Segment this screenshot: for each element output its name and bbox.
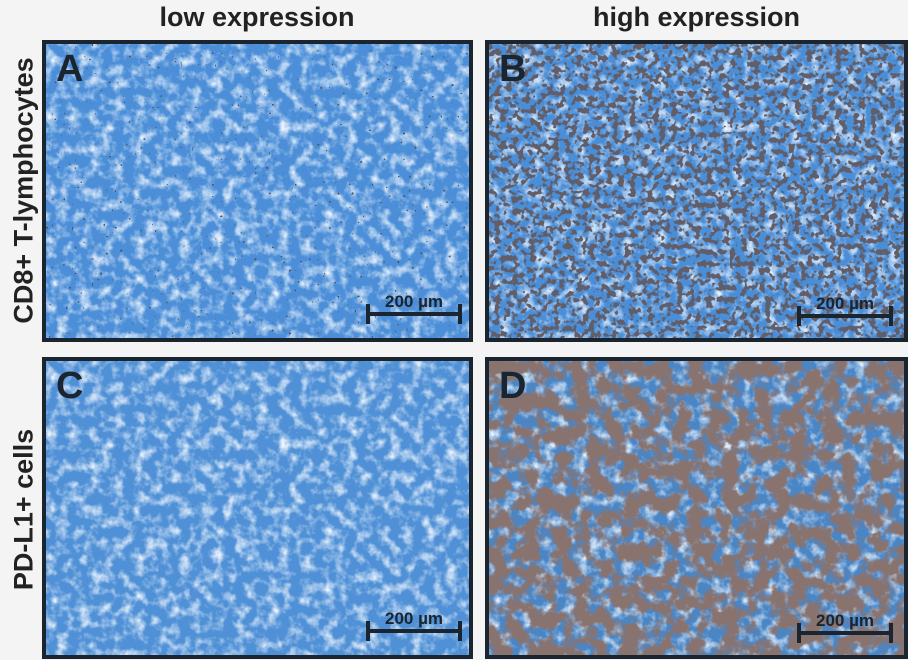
panel-letter: B (499, 48, 526, 91)
column-header: high expression (485, 2, 908, 33)
row-label: CD8+ T-lymphocytes (9, 41, 40, 341)
micrograph: D 200 µm (485, 357, 908, 659)
micrograph: C 200 µm (42, 357, 473, 659)
scale-label: 200 µm (797, 294, 893, 314)
figure: {"columns": ["low expression", "high exp… (0, 0, 908, 659)
scale-bar: 200 µm (366, 292, 462, 322)
panel-letter: C (56, 365, 83, 408)
scale-bar: 200 µm (366, 609, 462, 639)
panel-letter: A (56, 48, 83, 91)
scale-bar: 200 µm (797, 294, 893, 324)
scale-label: 200 µm (797, 611, 893, 631)
micrograph: B 200 µm (485, 40, 908, 342)
scale-bar: 200 µm (797, 611, 893, 641)
row-label: PD-L1+ cells (9, 360, 40, 660)
scale-label: 200 µm (366, 609, 462, 629)
column-header: low expression (42, 2, 472, 33)
scale-label: 200 µm (366, 292, 462, 312)
micrograph: A 200 µm (42, 40, 473, 342)
panel-letter: D (499, 365, 526, 408)
